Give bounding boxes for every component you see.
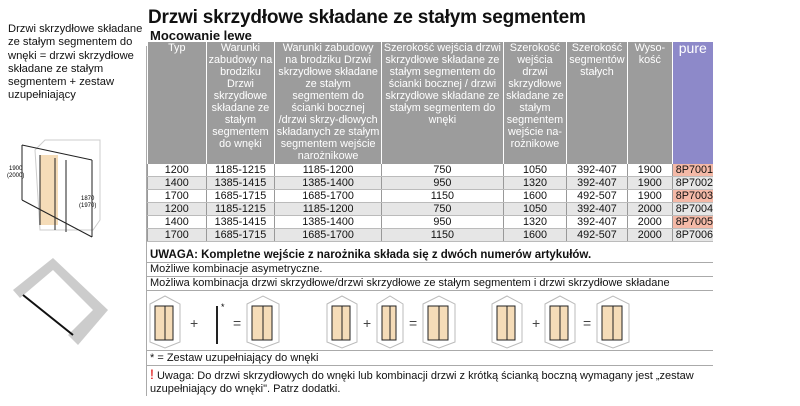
shower-cabin-icon	[326, 295, 358, 349]
table-cell: 750	[380, 164, 504, 177]
table-cell: 2000	[626, 202, 673, 216]
equals-sign: =	[233, 315, 241, 331]
table-cell: 392-407	[565, 164, 628, 177]
table-row: 1400 1385-1415 1385-1400 950 1320 392-407 1900…	[147, 176, 713, 190]
article-number: 8P7004	[671, 202, 713, 216]
table-cell: 1200	[147, 164, 207, 177]
height-label-2: 1870	[81, 196, 95, 202]
table-row: 1400 1385-1415 1385-1400 950 1320 392-407 2000…	[147, 215, 713, 229]
shower-cabin-icon	[376, 295, 404, 349]
table-cell: 1900	[626, 189, 673, 203]
plus-sign: +	[532, 315, 540, 331]
col-header: Szerokość wejścia drzwi skrzydłowe skład…	[502, 42, 567, 164]
shower-front-diagram: 1900 (2000) 1870 (1970)	[7, 139, 101, 238]
shower-cabin-icon	[544, 295, 576, 349]
article-number: 8P7005	[671, 215, 713, 229]
table-cell: 1185-1215	[205, 164, 275, 177]
col-header: Szerokość wejścia drzwi skrzydłowe skład…	[380, 42, 504, 164]
section-subtitle: Mocowanie lewe	[150, 28, 252, 43]
table-cell: 950	[380, 215, 504, 229]
page-title: Drzwi skrzydłowe składane ze stałym segm…	[148, 7, 586, 28]
table-cell: 392-407	[565, 176, 628, 190]
table-cell: 750	[380, 202, 504, 216]
article-number: 8P7006	[671, 228, 713, 242]
height-label-2-alt: (1970)	[79, 203, 96, 209]
equals-sign: =	[583, 315, 591, 331]
table-cell: 1385-1400	[274, 215, 382, 229]
table-cell: 1600	[502, 228, 567, 242]
table-cell: 1600	[502, 189, 567, 203]
divider	[146, 46, 147, 396]
col-header: Szerokość segmentów stałych	[565, 42, 628, 164]
table-cell: 1900	[626, 176, 673, 190]
shower-plan-diagram	[13, 258, 108, 345]
shower-cabin-icon	[246, 295, 280, 349]
product-table: Typ Warunki zabudowy na brodziku Drzwi s…	[147, 41, 713, 242]
table-cell: 1320	[502, 176, 567, 190]
table-cell: 1050	[502, 202, 567, 216]
table-cell: 1685-1715	[205, 228, 275, 242]
shower-cabin-icon	[596, 295, 630, 349]
table-cell: 1900	[626, 164, 673, 177]
table-cell: 1050	[502, 164, 567, 177]
table-cell: 950	[380, 176, 504, 190]
article-number: 8P7003	[671, 189, 713, 203]
combination-images: + * = + = + =	[147, 292, 713, 351]
side-description: Drzwi skrzydłowe składane ze stałym segm…	[8, 23, 143, 102]
table-cell: 492-507	[565, 189, 628, 203]
col-header: Warunki zabudowy na brodziku Drzwi skrzy…	[274, 42, 382, 164]
shower-cabin-icon	[422, 295, 456, 349]
col-header: Typ	[147, 42, 207, 164]
article-number: 8P7002	[671, 176, 713, 190]
note-combination: Możliwa kombinacja drzwi skrzydłowe/drzw…	[147, 277, 713, 291]
table-cell: 1185-1215	[205, 202, 275, 216]
col-header-pure: pure	[671, 41, 713, 164]
table-cell: 1685-1700	[274, 228, 382, 242]
table-cell: 1150	[380, 189, 504, 203]
shower-cabin-icon	[149, 295, 181, 349]
table-cell: 1385-1415	[205, 176, 275, 190]
table-cell: 1700	[147, 189, 207, 203]
table-cell: 1685-1700	[274, 189, 382, 203]
height-label: 1900	[9, 166, 23, 172]
table-cell: 1150	[380, 228, 504, 242]
table-row: 1700 1685-1715 1685-1700 1150 1600 492-507 190…	[147, 189, 713, 203]
warning-text: Uwaga: Do drzwi skrzydłowych do wnęki lu…	[150, 370, 694, 395]
table-cell: 1185-1200	[274, 202, 382, 216]
table-row: 1200 1185-1215 1185-1200 750 1050 392-407 1900…	[147, 164, 713, 177]
table-cell: 2000	[626, 215, 673, 229]
table-cell: 1385-1400	[274, 176, 382, 190]
table-cell: 1685-1715	[205, 189, 275, 203]
table-cell: 1700	[147, 228, 207, 242]
table-cell: 1200	[147, 202, 207, 216]
table-row: 1700 1685-1715 1685-1700 1150 1600 492-507 200…	[147, 228, 713, 242]
table-row: 1200 1185-1215 1185-1200 750 1050 392-407 2000…	[147, 202, 713, 216]
warning-icon: !	[150, 366, 154, 382]
asterisk: *	[221, 302, 225, 312]
equals-sign: =	[409, 315, 417, 331]
table-cell: 1400	[147, 215, 207, 229]
table-cell: 392-407	[565, 202, 628, 216]
col-header: Warunki zabudowy na brodziku Drzwi skrzy…	[205, 42, 275, 164]
table-cell: 492-507	[565, 228, 628, 242]
table-cell: 1400	[147, 176, 207, 190]
shower-cabin-icon	[491, 295, 523, 349]
article-number: 8P7001	[671, 164, 713, 177]
note-asymmetric: Możliwe kombinacje asymetryczne.	[147, 263, 713, 277]
height-label-alt: (2000)	[7, 173, 24, 179]
plus-sign: +	[190, 315, 198, 331]
plus-sign: +	[363, 315, 371, 331]
table-cell: 1185-1200	[274, 164, 382, 177]
table-cell: 1320	[502, 215, 567, 229]
table-cell: 392-407	[565, 215, 628, 229]
table-cell: 2000	[626, 228, 673, 242]
note-uwaga: UWAGA: Kompletne wejście z narożnika skł…	[147, 249, 713, 263]
footnote: * = Zestaw uzupełniający do wnęki	[147, 352, 713, 366]
col-header: Wyso-kość	[626, 42, 673, 164]
table-cell: 1385-1415	[205, 215, 275, 229]
